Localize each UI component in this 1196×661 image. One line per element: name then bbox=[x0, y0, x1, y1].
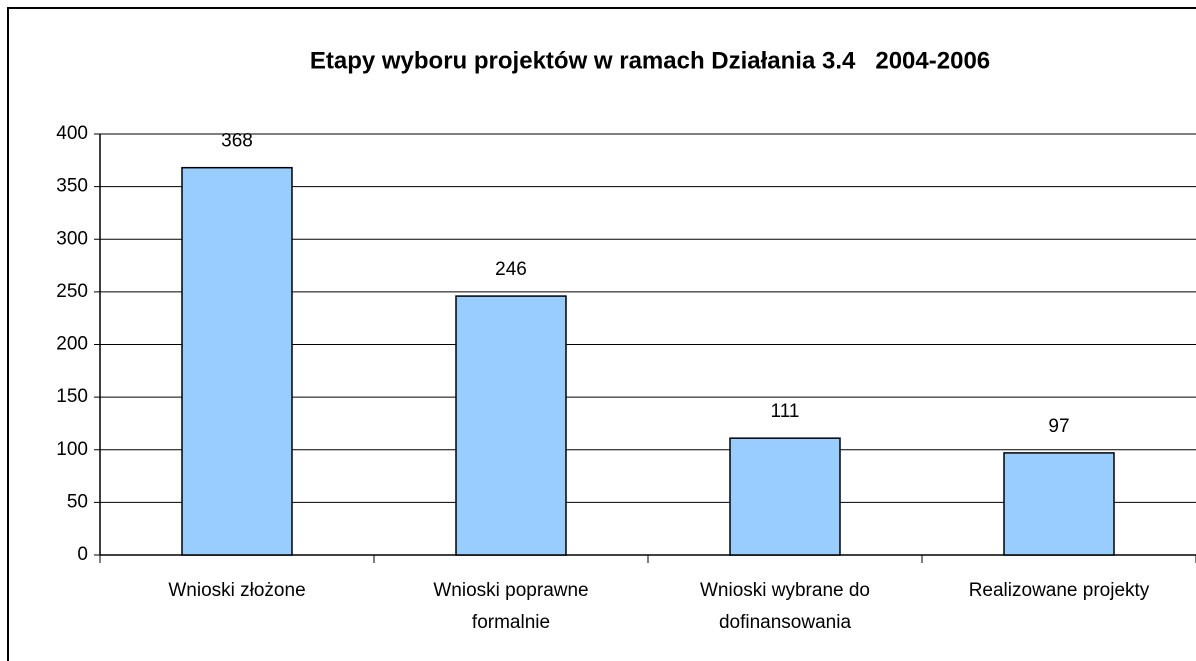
data-label: 368 bbox=[221, 131, 253, 152]
y-tick-label: 100 bbox=[56, 439, 88, 460]
y-tick-label: 50 bbox=[67, 491, 88, 512]
y-tick-label: 300 bbox=[56, 228, 88, 249]
data-label: 111 bbox=[771, 401, 800, 422]
x-tick-label: Realizowane projekty bbox=[969, 580, 1150, 601]
y-tick-label: 150 bbox=[56, 386, 88, 407]
data-label: 97 bbox=[1048, 416, 1069, 437]
chart-title: Etapy wyboru projektów w ramach Działani… bbox=[310, 47, 990, 74]
y-tick-label: 250 bbox=[56, 281, 88, 302]
x-tick-label: Wnioski złożone bbox=[168, 580, 305, 601]
bar bbox=[181, 166, 293, 556]
y-tick-label: 400 bbox=[56, 123, 88, 144]
y-tick-label: 200 bbox=[56, 334, 88, 355]
bar bbox=[729, 437, 841, 556]
x-tick-label: Wnioski poprawne formalnie bbox=[433, 580, 588, 633]
y-tick-label: 0 bbox=[77, 544, 88, 565]
bar bbox=[1003, 452, 1115, 556]
data-label: 246 bbox=[495, 259, 527, 280]
y-tick-label: 350 bbox=[56, 176, 88, 197]
bar bbox=[455, 295, 567, 556]
x-tick-label: Wnioski wybrane do dofinansowania bbox=[700, 580, 870, 633]
